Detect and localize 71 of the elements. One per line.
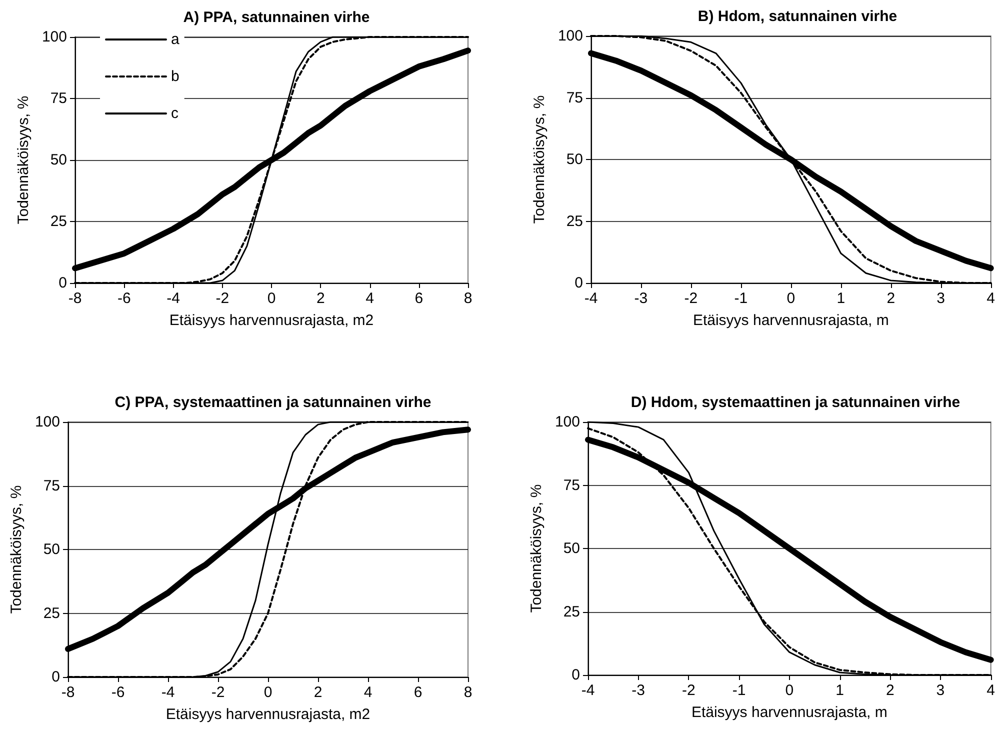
x-axis-title: Etäisyys harvennusrajasta, m2 xyxy=(166,706,370,723)
x-tick-label: 4 xyxy=(986,682,995,699)
y-tick-label: 0 xyxy=(574,274,583,292)
x-tick-label: 1 xyxy=(836,290,846,307)
x-tick-label: -1 xyxy=(732,682,746,699)
y-axis-title: Todennäköisyys, % xyxy=(531,95,548,224)
y-tick-label: 25 xyxy=(566,212,583,230)
y-tick-label: 0 xyxy=(58,274,67,292)
x-tick-label: 2 xyxy=(314,684,322,701)
y-tick-label: 50 xyxy=(43,541,60,558)
y-axis-title: Todennäköisyys, % xyxy=(15,96,32,224)
x-tick-label: -4 xyxy=(581,682,595,699)
x-tick-label: -8 xyxy=(61,684,75,701)
x-tick-label: -2 xyxy=(211,684,225,701)
x-axis-title: Etäisyys harvennusrajasta, m xyxy=(691,704,888,721)
x-tick-label: 4 xyxy=(986,290,995,307)
x-axis-title: Etäisyys harvennusrajasta, m xyxy=(692,312,889,329)
x-tick-label: 0 xyxy=(267,290,276,307)
y-tick-label: 75 xyxy=(50,90,67,107)
x-tick-label: -4 xyxy=(161,684,175,701)
legend-label: a xyxy=(171,31,180,48)
x-tick-label: 0 xyxy=(785,682,794,699)
y-tick-label: 75 xyxy=(43,477,60,494)
x-tick-label: 2 xyxy=(886,682,894,699)
x-tick-label: -6 xyxy=(117,290,131,307)
y-tick-label: 100 xyxy=(558,28,583,44)
y-tick-label: 100 xyxy=(34,414,60,430)
y-tick-label: 25 xyxy=(43,604,60,622)
y-tick-label: 0 xyxy=(572,666,580,684)
chart-title: C) PPA, systemaattinen ja satunnainen virhe xyxy=(114,394,432,411)
x-tick-label: 0 xyxy=(264,684,272,701)
x-tick-label: 8 xyxy=(464,290,472,307)
y-tick-label: 75 xyxy=(563,476,580,494)
y-axis-title: Todennäköisyys, % xyxy=(528,484,546,613)
y-tick-label: 100 xyxy=(554,414,580,430)
x-tick-label: -2 xyxy=(216,290,230,307)
y-tick-label: 75 xyxy=(566,89,583,106)
y-tick-label: 100 xyxy=(42,28,67,46)
x-tick-label: -6 xyxy=(111,684,125,701)
x-tick-label: 4 xyxy=(366,290,374,307)
x-tick-label: -3 xyxy=(632,682,646,699)
x-tick-label: 4 xyxy=(364,684,372,701)
x-tick-label: -3 xyxy=(634,290,648,307)
y-tick-label: 25 xyxy=(563,603,580,620)
legend-label: b xyxy=(171,68,180,85)
x-tick-label: 2 xyxy=(886,290,896,307)
x-tick-label: 6 xyxy=(414,290,424,307)
y-tick-label: 0 xyxy=(52,668,60,686)
legend-label: c xyxy=(171,105,179,122)
x-tick-label: -4 xyxy=(166,290,180,307)
x-tick-label: -8 xyxy=(68,290,82,307)
x-tick-label: -1 xyxy=(734,290,748,307)
y-tick-label: 50 xyxy=(566,151,583,168)
y-tick-label: 25 xyxy=(50,213,67,230)
x-tick-label: -2 xyxy=(684,290,698,307)
x-tick-label: 3 xyxy=(936,290,946,307)
x-tick-label: -4 xyxy=(584,290,598,307)
y-axis-title: Todennäköisyys, % xyxy=(8,485,26,614)
x-tick-label: 8 xyxy=(464,684,472,701)
y-tick-label: 50 xyxy=(563,540,580,557)
chart-title: B) Hdom, satunnainen virhe xyxy=(698,8,898,25)
chart-title: D) Hdom, systemaattinen ja satunnainen virhe xyxy=(630,394,960,411)
x-tick-label: 6 xyxy=(414,684,422,701)
x-tick-label: 2 xyxy=(316,290,325,307)
x-tick-label: -2 xyxy=(682,682,696,699)
x-axis-title: Etäisyys harvennusrajasta, m2 xyxy=(169,312,374,329)
chart-title: A) PPA, satunnainen virhe xyxy=(183,9,370,26)
x-tick-label: 1 xyxy=(836,682,844,699)
x-tick-label: 0 xyxy=(786,290,796,307)
x-tick-label: 3 xyxy=(936,682,945,699)
y-tick-label: 50 xyxy=(50,152,67,168)
